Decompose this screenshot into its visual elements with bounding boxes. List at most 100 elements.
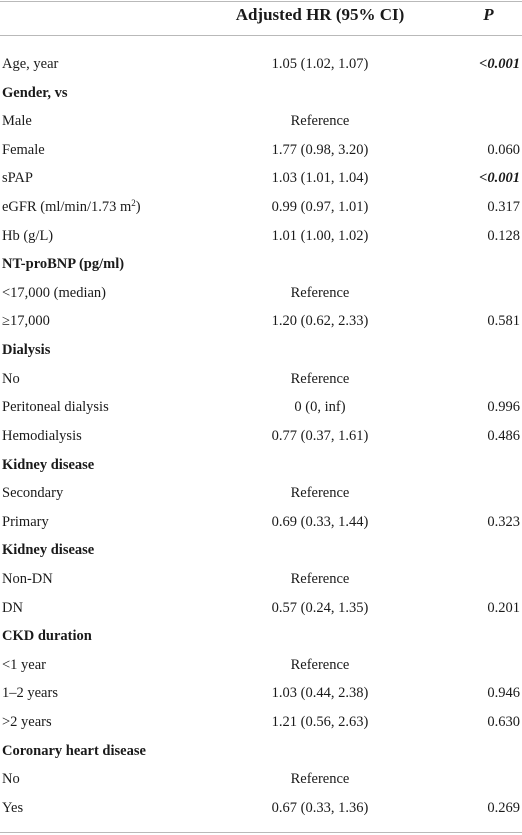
table-row: >2 years 1.21 (0.56, 2.63) 0.630 [0,708,522,737]
hazard-ratio-value: 1.21 (0.56, 2.63) [271,714,369,731]
hazard-ratio-value: Reference [290,656,350,673]
row-label-text: NT-proBNP (pg/ml) [2,256,125,273]
hazard-ratio-value: Reference [290,771,350,788]
hazard-ratio-value: Reference [290,370,350,387]
hazard-ratio-value: 1.77 (0.98, 3.20) [271,141,369,158]
p-value: 0.946 [487,685,520,702]
hazard-ratio-value: 1.03 (1.01, 1.04) [271,170,369,187]
row-label: Female [2,136,192,165]
column-header-pvalue: P [483,5,494,24]
table-body: Age, year 1.05 (1.02, 1.07) <0.001 Gender, … [0,50,522,822]
hazard-ratio-value: 1.03 (0.44, 2.38) [271,685,369,702]
row-label-text: Peritoneal dialysis [2,399,109,416]
row-label-text: ≥17,000 [2,313,50,330]
row-label-tail: ) [135,199,141,216]
row-label-text: No [2,370,20,387]
table-section-row: Dialysis [0,336,522,365]
table-section-row: Gender, vs [0,79,522,108]
p-value [450,250,520,279]
row-label-text: Hemodialysis [2,427,82,444]
p-value: <0.001 [479,170,520,187]
table-row: Yes 0.67 (0.33, 1.36) 0.269 [0,794,522,823]
p-value [450,279,520,308]
table-row: Non-DN Reference [0,565,522,594]
row-label-superscript: 2 [131,198,136,209]
row-label-text: CKD duration [2,628,92,645]
table-row: Female 1.77 (0.98, 3.20) 0.060 [0,136,522,165]
p-value [450,536,520,565]
hazard-ratio-value [190,737,450,766]
p-value: 0.201 [487,599,520,616]
row-label: sPAP [2,164,192,193]
table-row: DN 0.57 (0.24, 1.35) 0.201 [0,594,522,623]
table-row: Peritoneal dialysis 0 (0, inf) 0.996 [0,393,522,422]
row-label-text: Male [2,113,32,130]
row-label-text: 1–2 years [2,685,58,702]
row-label-text: Secondary [2,485,64,502]
section-label: Kidney disease [2,451,192,480]
section-label: Gender, vs [2,79,192,108]
table-section-row: Kidney disease [0,536,522,565]
row-label-text: DN [2,599,23,616]
row-label-text: Hb (g/L) [2,227,54,244]
table-row: Primary 0.69 (0.33, 1.44) 0.323 [0,508,522,537]
hazard-ratio-value: 0.69 (0.33, 1.44) [271,513,369,530]
table-header-rule [0,35,522,36]
row-label-text: Yes [2,799,24,816]
section-label: Dialysis [2,336,192,365]
row-label: eGFR (ml/min/1.73 m2) [2,193,192,222]
p-value: 0.581 [487,313,520,330]
row-label-text: <17,000 (median) [2,284,107,301]
hazard-ratio-value: Reference [290,113,350,130]
table-row: Hemodialysis 0.77 (0.37, 1.61) 0.486 [0,422,522,451]
row-label: <17,000 (median) [2,279,192,308]
row-label: No [2,765,192,794]
hazard-ratio-value: 0.77 (0.37, 1.61) [271,427,369,444]
row-label-text: Age, year [2,56,59,72]
p-value: 0.996 [487,399,520,416]
row-label-text: Non-DN [2,570,53,587]
row-label-text: <1 year [2,656,47,673]
row-label: <1 year [2,651,192,680]
row-label-text: sPAP [2,170,33,187]
hazard-ratio-value: Reference [290,570,350,587]
column-header-estimate: Adjusted HR (95% CI) [235,5,405,24]
hazard-ratio-value: 0.99 (0.97, 1.01) [271,199,369,216]
row-label-text: Female [2,141,45,158]
table-section-row: Coronary heart disease [0,737,522,766]
row-label: Primary [2,508,192,537]
p-value: 0.630 [487,714,520,731]
table-top-rule [0,1,522,2]
row-label-text: Gender, vs [2,84,68,101]
table-row: <1 year Reference [0,651,522,680]
hazard-ratio-value: 0.57 (0.24, 1.35) [271,599,369,616]
row-label-text: No [2,771,20,788]
p-value: 0.269 [487,799,520,816]
p-value [450,79,520,108]
hazard-ratio-value: 0 (0, inf) [294,399,346,416]
table-row: No Reference [0,765,522,794]
row-label-text: Kidney disease [2,456,95,473]
p-value [450,737,520,766]
table-row: No Reference [0,365,522,394]
section-label: Kidney disease [2,536,192,565]
p-value [450,565,520,594]
p-value: 0.128 [487,227,520,244]
row-label: Peritoneal dialysis [2,393,192,422]
row-label: Non-DN [2,565,192,594]
table-row: <17,000 (median) Reference [0,279,522,308]
row-label: >2 years [2,708,192,737]
table-header-row: Adjusted HR (95% CI) P [0,0,522,35]
row-label-text: >2 years [2,714,52,731]
table-row: Secondary Reference [0,479,522,508]
hazard-ratio-value [190,451,450,480]
hazard-ratio-value [190,250,450,279]
table-row: eGFR (ml/min/1.73 m2) 0.99 (0.97, 1.01) 0.… [0,193,522,222]
hazard-ratio-value [190,79,450,108]
table-row: 1–2 years 1.03 (0.44, 2.38) 0.946 [0,679,522,708]
row-label: Hb (g/L) [2,222,192,251]
p-value [450,622,520,651]
row-label-text: Dialysis [2,342,51,359]
p-value: <0.001 [479,56,520,72]
